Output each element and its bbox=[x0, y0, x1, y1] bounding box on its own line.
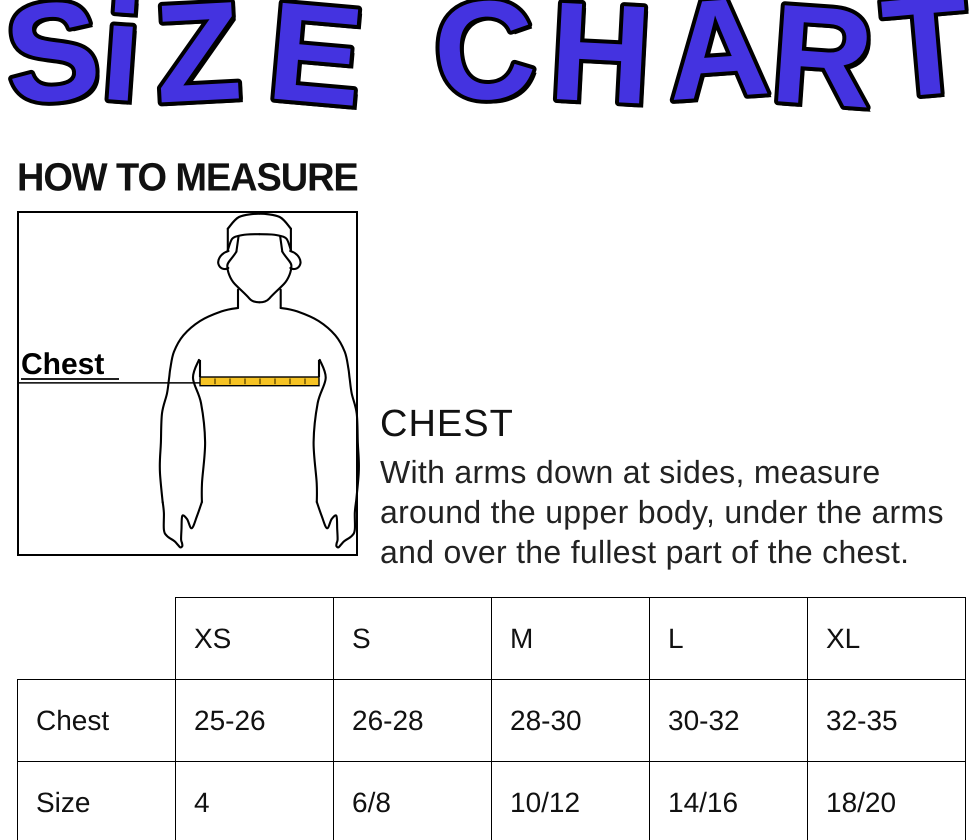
svg-text:H: H bbox=[546, 0, 655, 134]
svg-text:E: E bbox=[262, 0, 369, 136]
svg-text:S: S bbox=[6, 0, 106, 134]
svg-text:Chest: Chest bbox=[21, 348, 104, 381]
svg-text:T: T bbox=[877, 0, 976, 128]
svg-text:A: A bbox=[661, 0, 773, 130]
svg-text:R: R bbox=[767, 0, 879, 138]
svg-text:Z: Z bbox=[151, 0, 245, 133]
svg-text:C: C bbox=[428, 0, 540, 132]
